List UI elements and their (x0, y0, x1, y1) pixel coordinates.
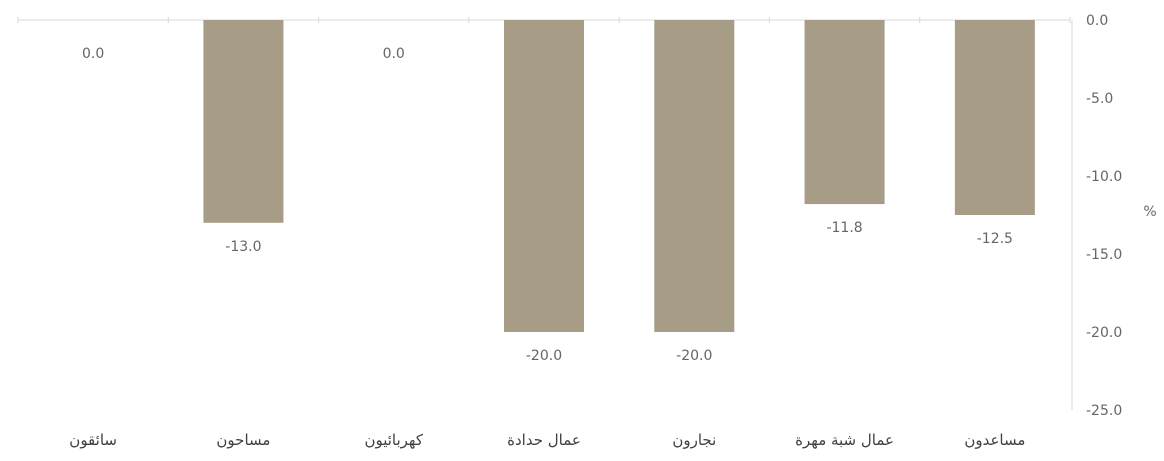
bar (504, 20, 584, 332)
bar (954, 20, 1035, 215)
value-labels-group: -12.5 -11.8 -20.0 -20.0 0.0 -13.0 0.0 (82, 46, 1013, 364)
y-tick-label: -20.0 (1086, 325, 1122, 341)
x-axis-labels: مساعدون عمال شبة مهرة نجارون عمال حدادة كهرب… (69, 431, 1025, 449)
bar (804, 20, 885, 205)
y-axis-title: % (1143, 204, 1156, 220)
data-label: -11.8 (826, 220, 862, 236)
bars-group (203, 20, 1035, 332)
x-tick-label: كهربائيون (364, 431, 423, 449)
data-label: 0.0 (383, 46, 405, 62)
y-tick-label: -10.0 (1086, 169, 1122, 185)
x-tick-label: مساعدون (964, 431, 1025, 449)
data-label: -20.0 (526, 348, 562, 364)
data-label: 0.0 (82, 46, 104, 62)
y-tick-label: -5.0 (1086, 91, 1113, 107)
x-tick-label: عمال حدادة (507, 431, 581, 449)
y-tick-label: -25.0 (1086, 403, 1122, 419)
x-tick-label: مساحون (216, 431, 270, 449)
x-tick-label: عمال شبة مهرة (795, 431, 894, 449)
y-tick-label: -15.0 (1086, 247, 1122, 263)
x-tick-label: نجارون (672, 431, 716, 449)
y-axis: 0.0 -5.0 -10.0 -15.0 -20.0 -25.0 (1071, 13, 1122, 419)
data-label: -12.5 (977, 231, 1013, 247)
data-label: -13.0 (225, 239, 261, 255)
y-tick-label: 0.0 (1086, 13, 1108, 29)
data-label: -20.0 (676, 348, 712, 364)
bar (203, 20, 284, 223)
x-tick-label: سائقون (69, 431, 117, 449)
bar (654, 20, 735, 332)
